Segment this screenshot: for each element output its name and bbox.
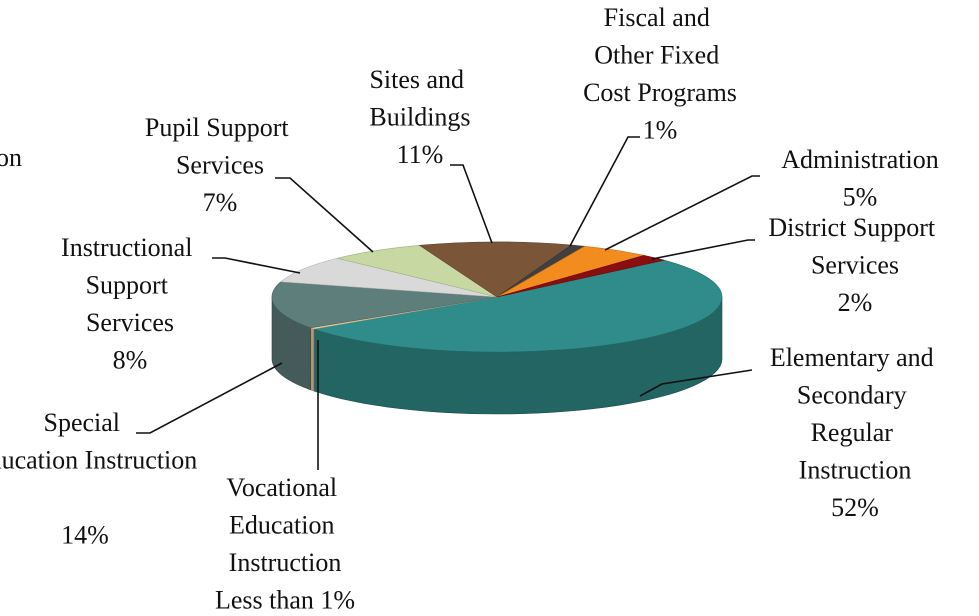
leader-line bbox=[569, 136, 640, 247]
slice bbox=[280, 257, 498, 298]
slice-label: District Support Services bbox=[768, 213, 941, 280]
value-label: 14% bbox=[61, 520, 109, 549]
value-label: 52% bbox=[831, 493, 879, 522]
leader-line bbox=[136, 362, 283, 434]
slice-side bbox=[310, 327, 315, 392]
value-label: 5% bbox=[843, 182, 878, 211]
slice bbox=[418, 241, 573, 298]
cut-off-label: on bbox=[0, 143, 22, 172]
pie bbox=[271, 241, 723, 415]
value-label: 11% bbox=[397, 140, 444, 169]
leader-line bbox=[212, 257, 301, 274]
value-label: Less than 1% bbox=[215, 585, 355, 614]
slice-label: Fiscal and Other Fixed Cost Programs bbox=[583, 3, 737, 107]
slice-label: Administration bbox=[781, 145, 938, 174]
slice-label: Special Education Instruction bbox=[0, 408, 197, 475]
leader-line bbox=[450, 164, 493, 244]
slice bbox=[313, 259, 723, 353]
value-label: 1% bbox=[643, 115, 678, 144]
leader-line bbox=[639, 369, 753, 397]
leader-line bbox=[604, 175, 760, 251]
slice-label: Instructional Support Services bbox=[61, 233, 199, 337]
slice-label: Sites and Buildings bbox=[369, 65, 470, 132]
slice-label: Vocational Education Instruction bbox=[226, 473, 343, 577]
slice-label: Pupil Support Services bbox=[145, 113, 295, 180]
value-label: 7% bbox=[203, 188, 238, 217]
leader-line bbox=[275, 177, 374, 253]
value-label: 2% bbox=[838, 288, 873, 317]
slice-label: Elementary and Secondary Regular Instruc… bbox=[770, 343, 940, 485]
value-label: 8% bbox=[113, 345, 148, 374]
leader-line bbox=[651, 239, 755, 260]
